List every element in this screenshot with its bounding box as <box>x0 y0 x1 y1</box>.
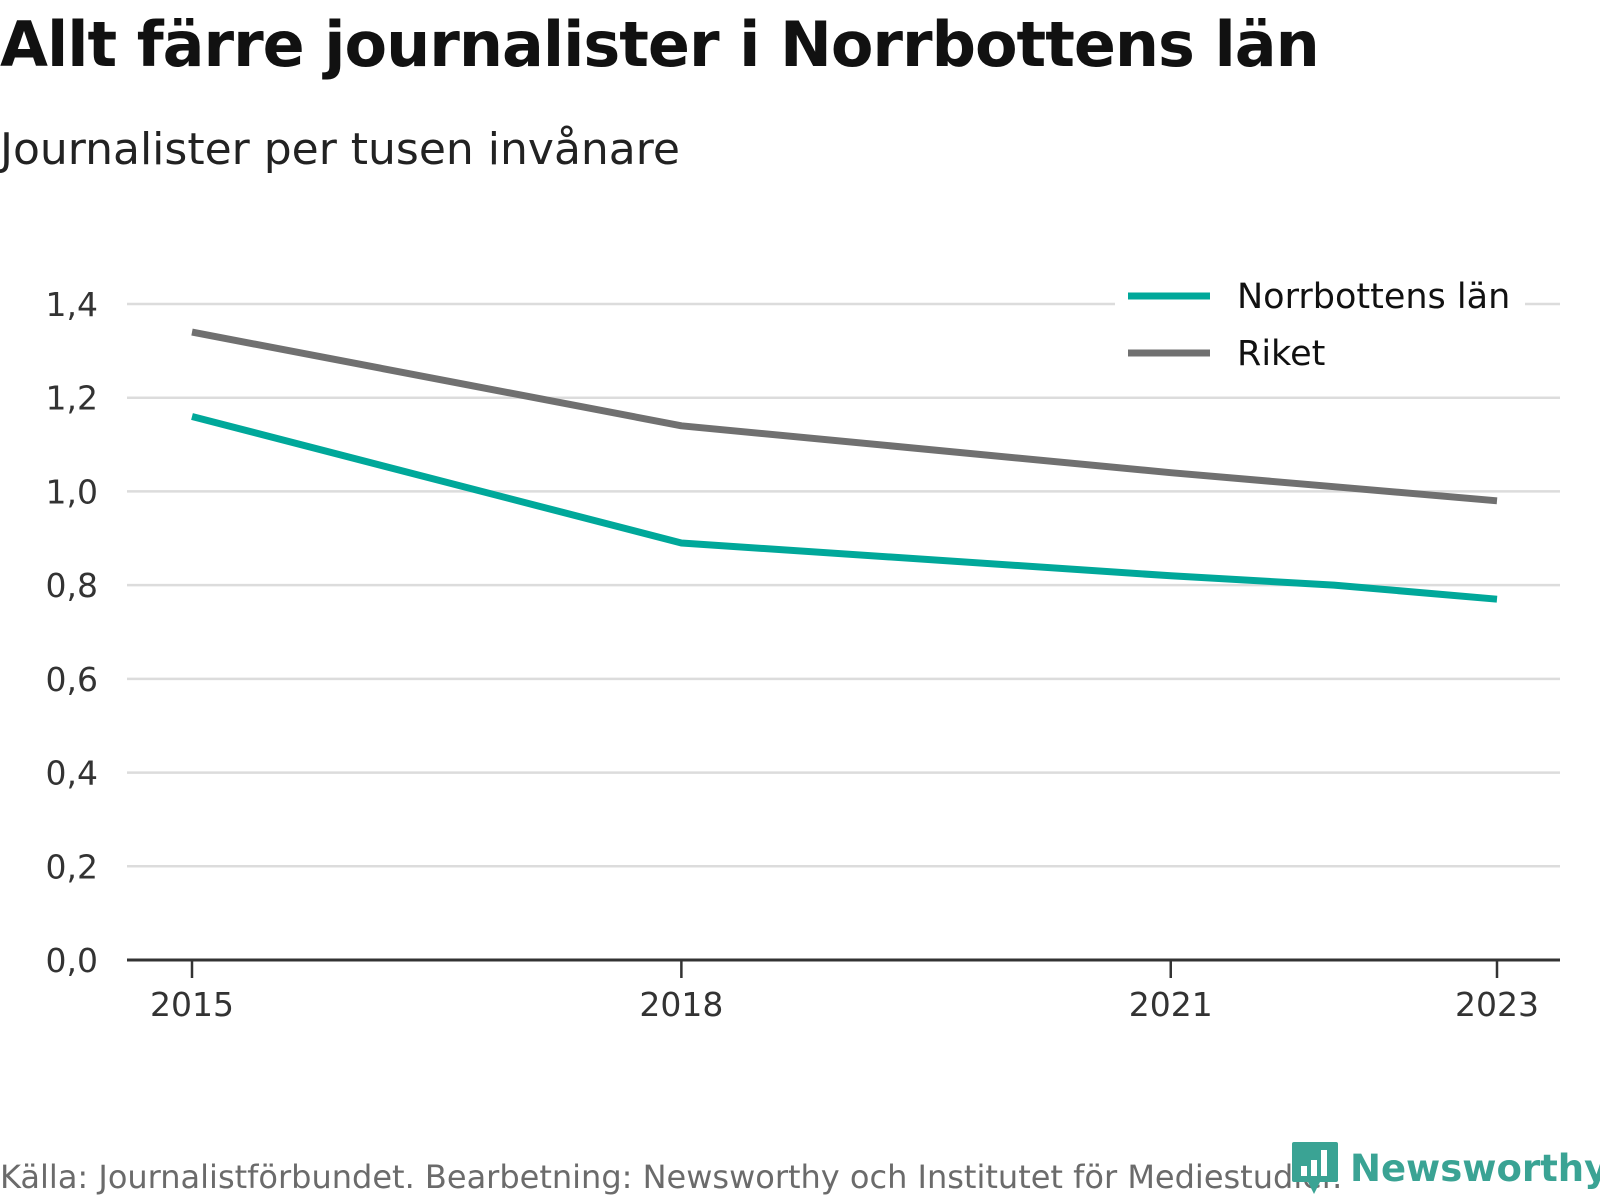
source-note: Källa: Journalistförbundet. Bearbetning:… <box>0 1158 1343 1196</box>
series-line <box>191 413 1498 603</box>
legend-background <box>1115 270 1525 385</box>
series-lines <box>191 328 1498 603</box>
chart-subtitle: Journalister per tusen invånare <box>0 124 680 175</box>
series-line <box>191 328 1498 505</box>
legend-label: Riket <box>1237 334 1325 374</box>
chart-title: Allt färre journalister i Norrbottens lä… <box>0 8 1320 81</box>
y-tick-label: 0,0 <box>46 941 98 980</box>
axes: 0,0 0,2 0,4 0,6 0,8 1,0 1,2 1,4 2015 2018 2021 2023 <box>46 285 1560 1024</box>
legend: Norrbottens län Riket <box>1115 270 1525 385</box>
brand-name: Newsworthy <box>1350 1146 1600 1190</box>
chart-speech-bubble-icon <box>1292 1142 1338 1194</box>
newsworthy-logo: Newsworthy <box>1290 1140 1600 1196</box>
x-tick-label: 2023 <box>1455 985 1539 1024</box>
y-tick-label: 0,8 <box>46 566 98 605</box>
x-tick-label: 2015 <box>150 985 234 1024</box>
y-tick-label: 0,4 <box>46 754 98 793</box>
x-tick-label: 2021 <box>1129 985 1213 1024</box>
y-tick-label: 1,0 <box>46 472 98 511</box>
y-tick-label: 0,6 <box>46 660 98 699</box>
legend-label: Norrbottens län <box>1237 277 1510 317</box>
y-tick-label: 1,2 <box>46 379 98 418</box>
y-tick-label: 0,2 <box>46 847 98 886</box>
x-tick-label: 2018 <box>639 985 723 1024</box>
y-tick-label: 1,4 <box>46 285 98 324</box>
